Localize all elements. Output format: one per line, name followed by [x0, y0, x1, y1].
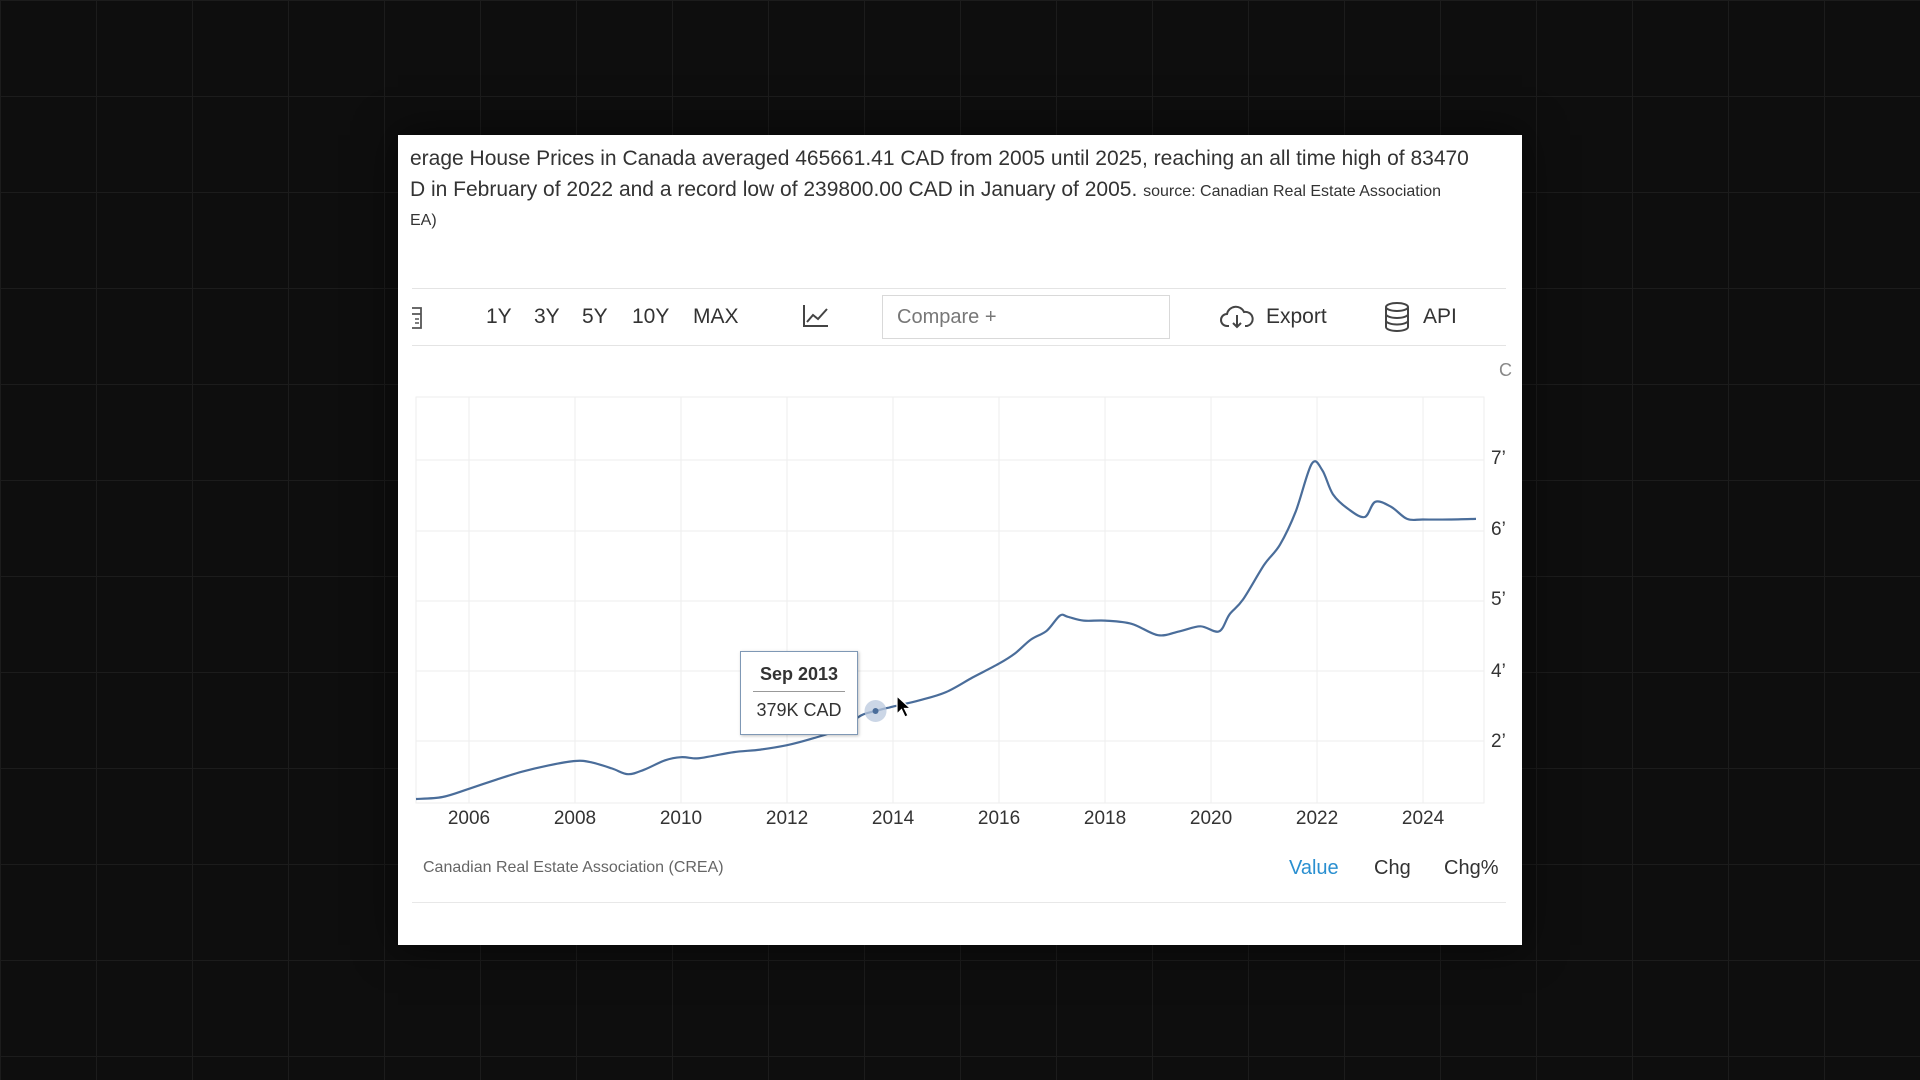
description-text-1: erage House Prices in Canada averaged 46…	[410, 147, 1469, 170]
chart-description: erage House Prices in Canada averaged 46…	[398, 143, 1506, 236]
y-tick-label: 2’	[1491, 731, 1506, 752]
export-button[interactable]: Export	[1266, 305, 1327, 328]
y-tick-label: 4’	[1491, 661, 1506, 682]
mouse-cursor-icon	[896, 694, 913, 724]
x-tick-label: 2020	[1190, 808, 1232, 829]
hover-marker	[864, 700, 887, 723]
x-tick-label: 2016	[978, 808, 1020, 829]
api-button[interactable]: API	[1423, 305, 1457, 328]
x-tick-label: 2012	[766, 808, 808, 829]
range-max-button[interactable]: MAX	[693, 305, 739, 328]
x-tick-label: 2008	[554, 808, 596, 829]
tooltip-value: 379K CAD	[756, 700, 842, 720]
price-series-line	[415, 460, 1477, 801]
y-axis-ticks: 2’ 4’ 5’ 6’ 7’	[1491, 448, 1506, 752]
x-tick-label: 2024	[1402, 808, 1445, 829]
description-text-3: EA)	[410, 212, 437, 229]
x-tick-label: 2018	[1084, 808, 1126, 829]
description-text-2: D in February of 2022 and a record low o…	[410, 178, 1138, 201]
description-source: source: Canadian Real Estate Association	[1143, 183, 1442, 200]
bottom-divider	[412, 902, 1506, 903]
chart-series	[415, 460, 1477, 801]
tab-change[interactable]: Chg	[1374, 857, 1411, 879]
range-3y-button[interactable]: 3Y	[534, 305, 560, 328]
range-10y-button[interactable]: 10Y	[632, 305, 670, 328]
y-tick-label: 7’	[1491, 448, 1506, 469]
tooltip-date: Sep 2013	[753, 664, 845, 692]
x-tick-label: 2010	[660, 808, 702, 829]
chart-grid	[415, 396, 1485, 804]
house-price-chart[interactable]: 2006 2008 2010 2012 2014 2016 2018 2020 2022 2024…	[398, 135, 1522, 945]
chart-tooltip: Sep 2013 379K CAD	[740, 651, 858, 735]
range-5y-button[interactable]: 5Y	[582, 305, 608, 328]
description-line-1: erage House Prices in Canada averaged 46…	[410, 143, 1506, 174]
chart-toolbar: 1Y 3Y 5Y 10Y MAX Export API	[412, 288, 1506, 346]
chart-area: 2006 2008 2010 2012 2014 2016 2018 2020 2022 2024…	[398, 135, 1522, 945]
database-icon[interactable]	[1384, 302, 1410, 337]
line-chart-icon[interactable]	[802, 303, 830, 334]
y-tick-label: 6’	[1491, 519, 1506, 540]
y-tick-label: 5’	[1491, 589, 1506, 610]
footer-source: Canadian Real Estate Association (CREA)	[423, 859, 724, 876]
compare-input[interactable]	[882, 295, 1170, 339]
hover-point	[872, 708, 879, 715]
description-line-3: EA)	[410, 205, 1506, 236]
x-tick-label: 2006	[448, 808, 490, 829]
x-axis-ticks: 2006 2008 2010 2012 2014 2016 2018 2020 2022 2024	[448, 808, 1445, 829]
cloud-download-icon[interactable]	[1220, 303, 1254, 336]
calendar-icon[interactable]	[412, 305, 424, 336]
description-line-2: D in February of 2022 and a record low o…	[410, 174, 1506, 205]
tab-value[interactable]: Value	[1289, 857, 1339, 879]
tab-change-percent[interactable]: Chg%	[1444, 857, 1499, 879]
range-1y-button[interactable]: 1Y	[486, 305, 512, 328]
x-tick-label: 2022	[1296, 808, 1338, 829]
chart-card: erage House Prices in Canada averaged 46…	[398, 135, 1522, 945]
axis-corner-label: C	[1499, 360, 1512, 380]
plot-border	[415, 396, 1485, 804]
x-tick-label: 2014	[872, 808, 915, 829]
